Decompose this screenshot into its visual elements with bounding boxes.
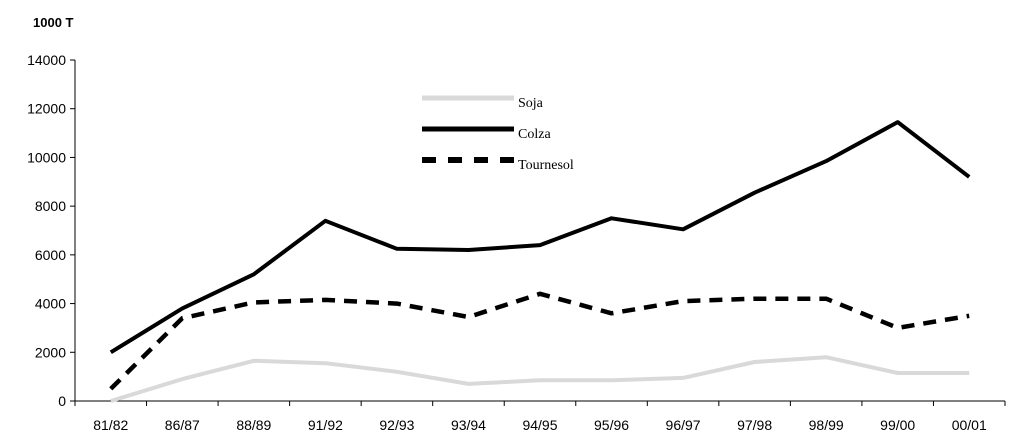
y-tick-label: 0	[58, 393, 66, 409]
axes	[70, 59, 1006, 406]
series-line-colza	[109, 120, 971, 355]
x-tick-label: 92/93	[379, 417, 414, 433]
y-tick-label: 8000	[35, 198, 66, 214]
x-tick-label: 96/97	[666, 417, 701, 433]
y-tick-label: 12000	[27, 101, 66, 117]
y-tick-label: 10000	[27, 149, 66, 165]
x-tick-label: 94/95	[522, 417, 557, 433]
y-tick-label: 4000	[35, 296, 66, 312]
x-tick-label: 99/00	[880, 417, 915, 433]
y-tick-labels: 0 2000 4000 6000 8000 10000 12000 14000	[27, 52, 66, 409]
x-tick-label: 98/99	[809, 417, 844, 433]
legend-background	[420, 86, 606, 186]
x-tick-label: 88/89	[236, 417, 271, 433]
x-tick-label: 81/82	[93, 417, 128, 433]
series-line-soja	[110, 355, 970, 403]
legend-label-colza: Colza	[518, 127, 551, 142]
x-tick-label: 95/96	[594, 417, 629, 433]
x-tick-label: 86/87	[165, 417, 200, 433]
y-axis-unit-label: 1000 T	[33, 15, 74, 30]
legend-label-tournesol: Tournesol	[518, 158, 574, 173]
x-tick-labels: 81/82 86/87 88/89 91/92 92/93 93/94 94/95 95/96…	[93, 417, 987, 433]
legend: Soja Colza Tournesol	[420, 86, 606, 186]
series-lines	[109, 120, 971, 403]
series-line-tournesol	[109, 291, 970, 391]
y-tick-label: 6000	[35, 247, 66, 263]
x-tick-label: 93/94	[451, 417, 486, 433]
legend-label-soja: Soja	[518, 96, 544, 111]
y-tick-label: 2000	[35, 344, 66, 360]
x-tick-label: 00/01	[952, 417, 987, 433]
x-tick-label: 91/92	[308, 417, 343, 433]
y-tick-label: 14000	[27, 52, 66, 68]
x-tick-label: 97/98	[737, 417, 772, 433]
